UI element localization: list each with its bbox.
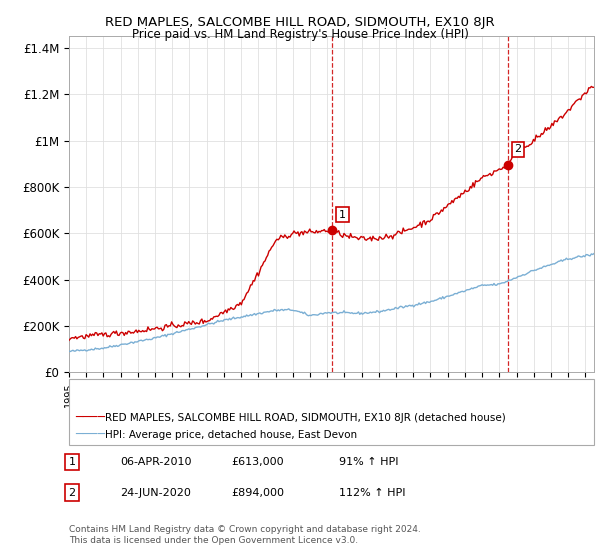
Text: Price paid vs. HM Land Registry's House Price Index (HPI): Price paid vs. HM Land Registry's House … (131, 28, 469, 41)
Text: HPI: Average price, detached house, East Devon: HPI: Average price, detached house, East… (105, 430, 357, 440)
Text: RED MAPLES, SALCOMBE HILL ROAD, SIDMOUTH, EX10 8JR (detached house): RED MAPLES, SALCOMBE HILL ROAD, SIDMOUTH… (105, 413, 506, 423)
Text: 2: 2 (514, 144, 521, 155)
Text: 112% ↑ HPI: 112% ↑ HPI (339, 488, 406, 498)
Text: ────: ──── (75, 428, 105, 441)
Text: 1: 1 (339, 209, 346, 220)
Text: 24-JUN-2020: 24-JUN-2020 (120, 488, 191, 498)
Text: £894,000: £894,000 (231, 488, 284, 498)
Text: 06-APR-2010: 06-APR-2010 (120, 457, 191, 467)
Text: 1: 1 (68, 457, 76, 467)
Text: RED MAPLES, SALCOMBE HILL ROAD, SIDMOUTH, EX10 8JR: RED MAPLES, SALCOMBE HILL ROAD, SIDMOUTH… (105, 16, 495, 29)
Text: Contains HM Land Registry data © Crown copyright and database right 2024.: Contains HM Land Registry data © Crown c… (69, 525, 421, 534)
Text: This data is licensed under the Open Government Licence v3.0.: This data is licensed under the Open Gov… (69, 536, 358, 545)
Text: £613,000: £613,000 (231, 457, 284, 467)
Text: 2: 2 (68, 488, 76, 498)
Text: 91% ↑ HPI: 91% ↑ HPI (339, 457, 398, 467)
Text: ────: ──── (75, 411, 105, 424)
